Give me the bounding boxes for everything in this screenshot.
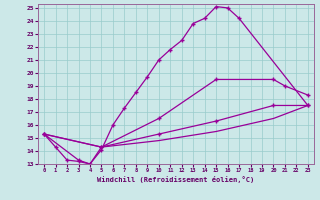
X-axis label: Windchill (Refroidissement éolien,°C): Windchill (Refroidissement éolien,°C) <box>97 176 255 183</box>
